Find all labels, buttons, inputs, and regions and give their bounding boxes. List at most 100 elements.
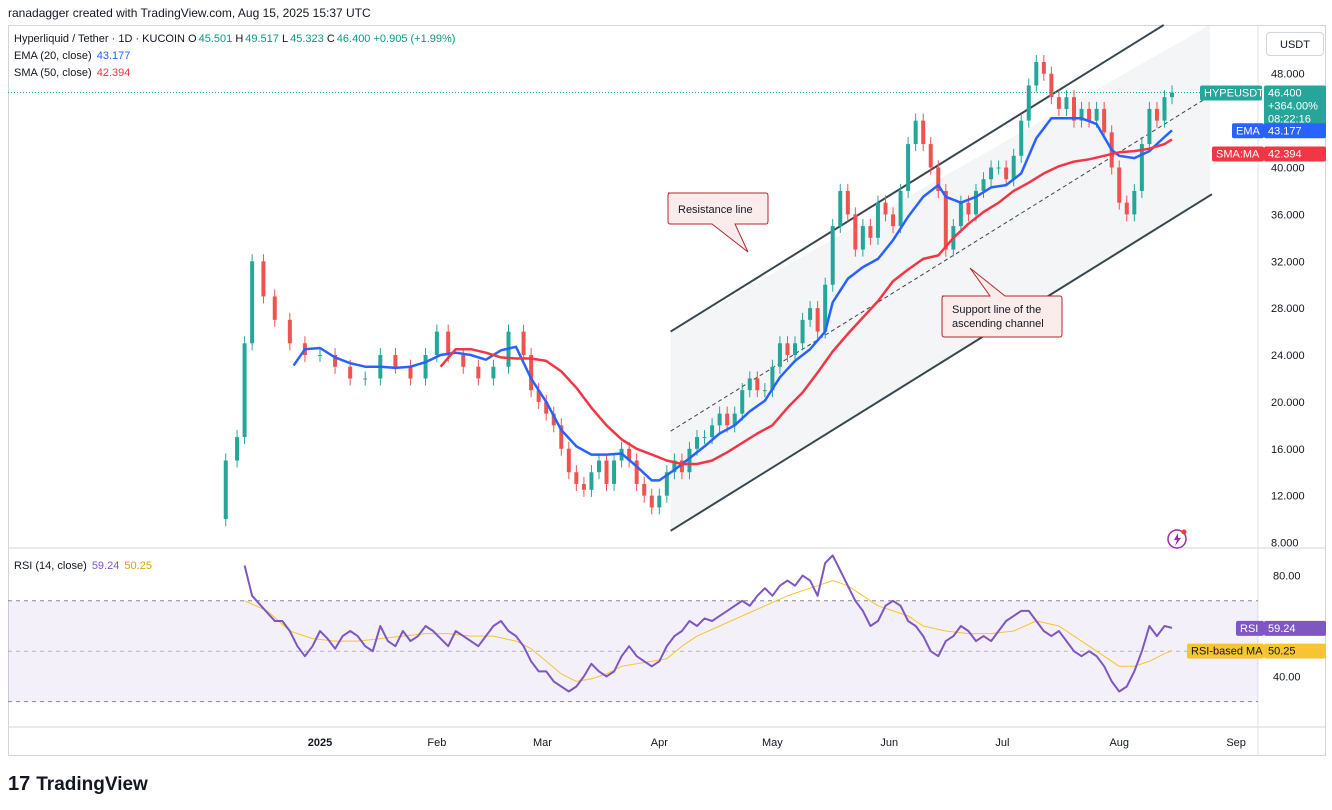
candle (762, 390, 767, 392)
rsi-ma-tag-text: RSI-based MA (1191, 646, 1263, 658)
price-axis-label: 48.000 (1271, 69, 1305, 81)
high-value: 49.517 (245, 33, 279, 45)
chart-frame[interactable] (8, 25, 1326, 756)
rsi-tag (1236, 620, 1264, 636)
candle (845, 190, 850, 215)
time-axis-label: Apr (651, 737, 668, 749)
candle (875, 202, 880, 238)
symbol-legend[interactable]: Hyperliquid / Tether · 1D · KUCOIN O 45.5… (14, 33, 455, 45)
low-value: 45.323 (290, 33, 324, 45)
candle (891, 214, 896, 227)
candle (1056, 97, 1061, 109)
candle (627, 448, 632, 461)
candle (634, 460, 639, 484)
time-axis-label: 2025 (308, 737, 332, 749)
last-price-tag (1264, 85, 1326, 126)
sma-value-tag-text: 42.394 (1268, 148, 1302, 160)
currency-button[interactable]: USDT (1266, 32, 1324, 56)
time-axis-label: Sep (1226, 737, 1246, 749)
high-label: H (235, 33, 244, 45)
publisher-line: ranadagger created with TradingView.com,… (8, 6, 371, 20)
rsi-legend[interactable]: RSI (14, close) 59.24 50.25 (14, 560, 152, 572)
candle (434, 331, 439, 356)
candle (830, 226, 835, 285)
price-axis-label: 36.000 (1271, 209, 1305, 221)
candle (1094, 108, 1099, 121)
candle (242, 343, 247, 438)
candle (363, 378, 368, 380)
tradingview-logo: 17 TradingView (8, 773, 148, 796)
candle (823, 284, 828, 332)
ema-legend-value: 43.177 (96, 50, 131, 62)
candle (250, 261, 255, 344)
rsi-value-tag (1264, 620, 1326, 636)
candle (664, 472, 669, 496)
open-value: 45.501 (198, 33, 233, 45)
candle (529, 355, 534, 391)
ema-line (292, 117, 1173, 482)
candle (649, 495, 654, 508)
candle (1026, 85, 1031, 121)
candle (287, 319, 292, 344)
sma-tag (1212, 146, 1264, 162)
candle (1049, 73, 1054, 98)
candle (642, 483, 647, 496)
candle (596, 460, 601, 473)
tradingview-logo-icon: 17 (8, 773, 31, 795)
support-callout (941, 267, 1063, 338)
candle (1139, 144, 1144, 191)
sma-value-tag (1264, 146, 1326, 162)
candle (732, 413, 737, 426)
candle (521, 331, 526, 356)
candle (1147, 108, 1152, 145)
candle (777, 343, 782, 367)
candle (318, 355, 322, 357)
time-axis-label: Mar (533, 737, 552, 749)
candle (679, 460, 684, 473)
resistance-line (670, 24, 1165, 333)
price-axis-label: 8.000 (1271, 538, 1299, 550)
price-axis-label: 24.000 (1271, 350, 1305, 362)
candle (755, 378, 760, 391)
tradingview-logo-text: TradingView (36, 774, 148, 795)
candle (996, 167, 1001, 169)
notification-dot (1181, 529, 1187, 535)
time-axis-label: Feb (427, 737, 446, 749)
candle (235, 437, 240, 461)
candle (223, 460, 228, 520)
candle (1102, 108, 1107, 133)
ema-value-tag (1264, 123, 1326, 139)
lightning-icon (1167, 529, 1187, 549)
candle (943, 190, 948, 250)
time-axis-label: May (762, 737, 783, 749)
sma-legend-value: 42.394 (96, 67, 131, 79)
candle (868, 226, 873, 238)
candle (921, 120, 926, 145)
candle (928, 144, 933, 168)
time-axis-label: Jun (880, 737, 898, 749)
candle (476, 366, 481, 379)
sma-legend-label: SMA (50, close) (14, 67, 92, 79)
candle (423, 355, 428, 379)
candle (551, 413, 556, 426)
candle (393, 355, 398, 367)
rsi-tag-text: RSI (1240, 623, 1258, 635)
candle (936, 167, 941, 191)
rsi-ma-value-tag (1264, 643, 1326, 659)
candle (559, 425, 564, 449)
candle (725, 413, 730, 426)
candle (1117, 167, 1122, 203)
rsi-ma-line (244, 580, 1173, 682)
ema-legend[interactable]: EMA (20, close) 43.177 (14, 50, 130, 62)
last-price-tag-text: 46.400 (1268, 87, 1302, 99)
rsi-ma-legend-value: 50.25 (124, 560, 152, 572)
candle (536, 390, 541, 402)
time-axis-label: Jul (995, 737, 1009, 749)
candle (1064, 97, 1069, 109)
rsi-legend-label: RSI (14, close) (14, 560, 87, 572)
candle (491, 366, 496, 379)
candle (566, 448, 571, 473)
lightning-icon-bolt (1174, 533, 1181, 546)
sma-legend[interactable]: SMA (50, close) 42.394 (14, 67, 130, 79)
